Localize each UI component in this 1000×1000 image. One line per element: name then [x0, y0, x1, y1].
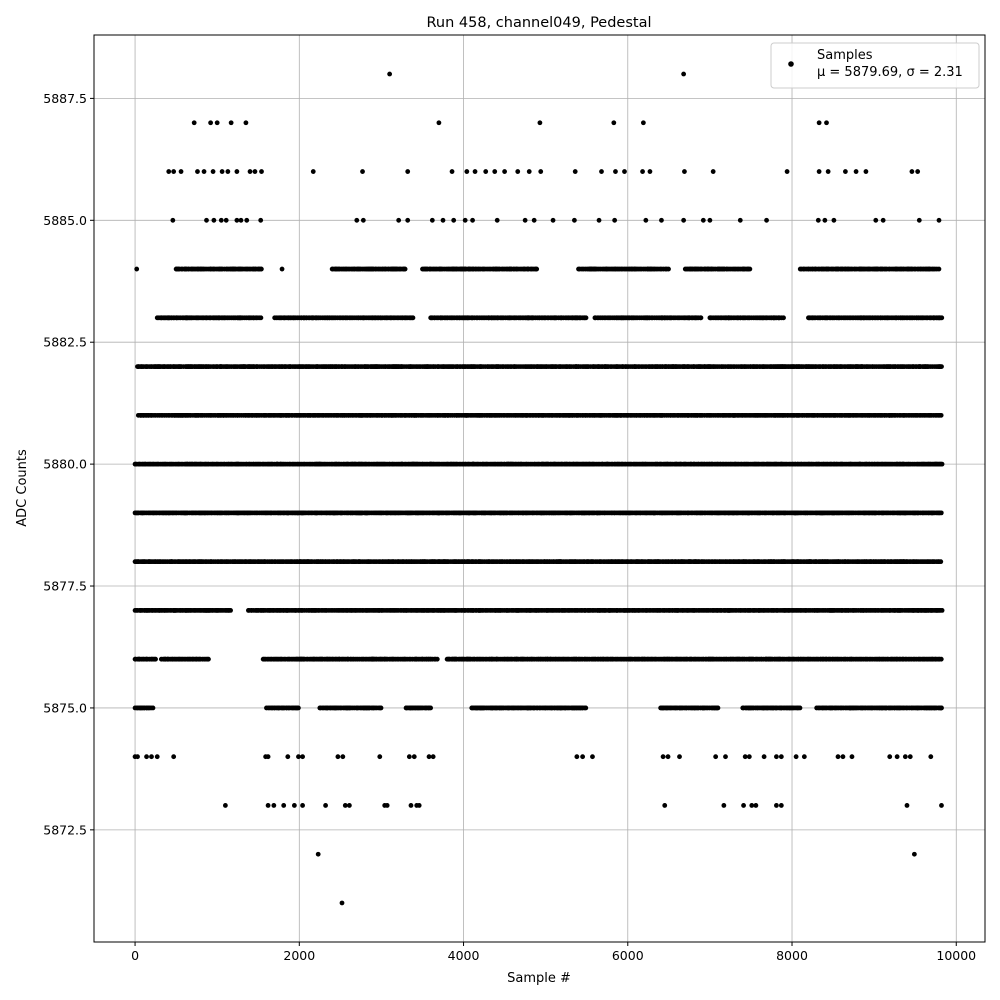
data-point: [258, 315, 264, 321]
data-point: [410, 315, 416, 321]
chart-title: Run 458, channel049, Pedestal: [426, 15, 651, 31]
data-point: [938, 510, 944, 516]
data-point: [939, 608, 945, 613]
data-point: [434, 656, 440, 662]
data-point: [228, 608, 233, 613]
data-point: [938, 656, 944, 662]
data-point: [939, 461, 945, 467]
data-point: [153, 656, 158, 662]
data-point: [583, 315, 589, 321]
data-point: [698, 315, 704, 321]
data-point: [938, 412, 944, 418]
data-point: [938, 559, 944, 565]
data-point: [206, 656, 211, 662]
data-point: [939, 364, 944, 369]
data-points: [132, 71, 945, 906]
